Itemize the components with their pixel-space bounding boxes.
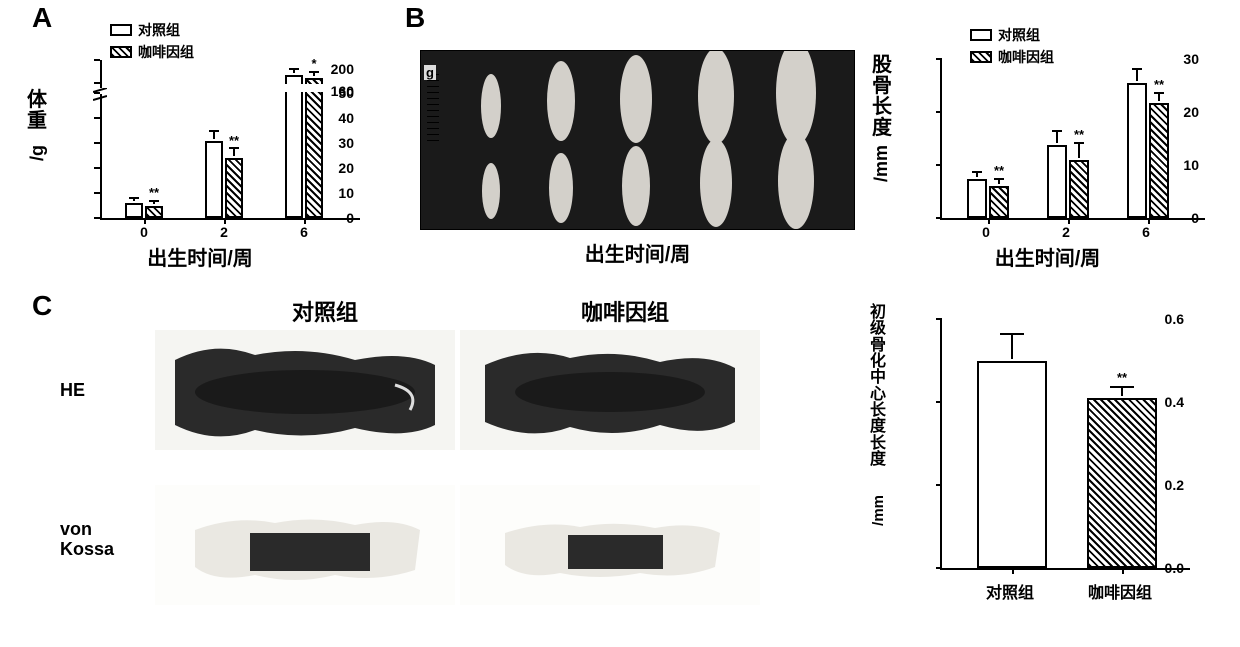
bar-caffeine bbox=[1087, 398, 1157, 568]
sig-mark: ** bbox=[1154, 77, 1164, 92]
he-caffeine-image bbox=[460, 330, 760, 450]
bar-caffeine-2 bbox=[225, 158, 243, 218]
legend-label: 对照组 bbox=[998, 25, 1040, 45]
chart-c-plot: 0.0 0.2 0.4 0.6 ** bbox=[940, 320, 1190, 570]
chart-c-bar: 初级骨化中心长度长度 /mm 0.0 0.2 0.4 0.6 ** 对照组 咖啡… bbox=[890, 300, 1220, 630]
xtick: 2 bbox=[1062, 224, 1070, 240]
legend-label-caffeine: 咖啡因组 bbox=[138, 42, 194, 62]
chart-a: 对照组 咖啡因组 体重 /g 0 10 20 30 40 50 160 bbox=[30, 20, 370, 280]
sig-mark: ** bbox=[1074, 127, 1084, 142]
ytick: 10 bbox=[1183, 157, 1199, 173]
ytick: 20 bbox=[338, 160, 354, 176]
chart-b-bar: 对照组 咖啡因组 股骨长度 /mm 0 10 20 30 ** ** bbox=[885, 20, 1225, 280]
chart-a-xlabel: 出生时间/周 bbox=[70, 242, 330, 271]
ytick: 160 bbox=[331, 83, 354, 99]
bar-control-0 bbox=[125, 203, 143, 218]
chart-b-image-xlabel: 出生时间/周 bbox=[420, 238, 855, 267]
ytick: 10 bbox=[338, 185, 354, 201]
chart-b-ylabel-unit: /mm bbox=[871, 145, 892, 182]
ytick: 0.2 bbox=[1165, 477, 1184, 493]
legend-label-control: 对照组 bbox=[138, 20, 180, 40]
ytick: 200 bbox=[331, 61, 354, 77]
sig-mark: * bbox=[311, 56, 316, 71]
sig-mark: ** bbox=[1117, 370, 1127, 385]
bar-control-2 bbox=[205, 141, 223, 218]
chart-b-plot: 0 10 20 30 ** ** ** bbox=[940, 60, 1205, 220]
chart-a-ylabel-cn: 体重 bbox=[25, 90, 49, 132]
bar-caffeine-6 bbox=[1149, 103, 1169, 218]
legend-item-control: 对照组 bbox=[110, 20, 194, 40]
panel-b-label: B bbox=[405, 2, 425, 34]
ytick: 30 bbox=[1183, 51, 1199, 67]
ytick: 0.0 bbox=[1165, 560, 1184, 576]
bone-array-image: g bbox=[420, 50, 855, 230]
xtick: 6 bbox=[300, 224, 308, 240]
ytick: 0.6 bbox=[1165, 311, 1184, 327]
bar-control-6 bbox=[1127, 83, 1147, 218]
bar-caffeine-0 bbox=[989, 186, 1009, 218]
bar-control bbox=[977, 361, 1047, 568]
ytick: 20 bbox=[1183, 104, 1199, 120]
bar-caffeine-2 bbox=[1069, 160, 1089, 218]
chart-a-plot: 0 10 20 30 40 50 160 200 ** ** bbox=[100, 60, 360, 220]
vk-text: von Kossa bbox=[60, 519, 114, 559]
legend-item-caffeine: 咖啡因组 bbox=[110, 42, 194, 62]
bar-caffeine-6 bbox=[305, 78, 323, 218]
xtick: 6 bbox=[1142, 224, 1150, 240]
group-title-caffeine: 咖啡因组 bbox=[525, 295, 725, 327]
he-label: HE bbox=[60, 380, 85, 401]
xtick: 0 bbox=[140, 224, 148, 240]
xtick: 咖啡因组 bbox=[1088, 579, 1152, 603]
vk-control-image bbox=[155, 485, 455, 605]
xtick: 对照组 bbox=[986, 579, 1034, 603]
vonkossa-label: von Kossa bbox=[60, 520, 120, 560]
group-title-control: 对照组 bbox=[225, 295, 425, 327]
bar-caffeine-0 bbox=[145, 206, 163, 218]
sig-mark: ** bbox=[149, 185, 159, 200]
xtick: 0 bbox=[982, 224, 990, 240]
bar-control-6 bbox=[285, 75, 303, 218]
bar-control-0 bbox=[967, 179, 987, 218]
chart-c-images: 对照组 咖啡因组 HE von Kossa bbox=[50, 300, 850, 640]
chart-c-ylabel-unit: /mm bbox=[870, 495, 887, 526]
legend-swatch-control bbox=[110, 24, 132, 36]
chart-b-image: g 出生时间/周 bbox=[420, 50, 855, 265]
bar-control-2 bbox=[1047, 145, 1067, 218]
ytick: 40 bbox=[338, 110, 354, 126]
ytick: 0.4 bbox=[1165, 394, 1184, 410]
chart-a-legend: 对照组 咖啡因组 bbox=[110, 20, 194, 64]
sig-mark: ** bbox=[994, 163, 1004, 178]
chart-c-ylabel: 初级骨化中心长度长度 bbox=[870, 305, 890, 468]
vk-caffeine-image bbox=[460, 485, 760, 605]
chart-b-xlabel: 出生时间/周 bbox=[915, 242, 1180, 271]
chart-b-ylabel: 股骨长度 bbox=[870, 55, 894, 139]
legend-swatch-caffeine bbox=[110, 46, 132, 58]
chart-a-ylabel-unit: /g bbox=[27, 145, 48, 161]
ytick: 0 bbox=[346, 210, 354, 226]
he-control-image bbox=[155, 330, 455, 450]
sig-mark: ** bbox=[229, 133, 239, 148]
xtick: 2 bbox=[220, 224, 228, 240]
ytick: 0 bbox=[1191, 210, 1199, 226]
ytick: 30 bbox=[338, 135, 354, 151]
